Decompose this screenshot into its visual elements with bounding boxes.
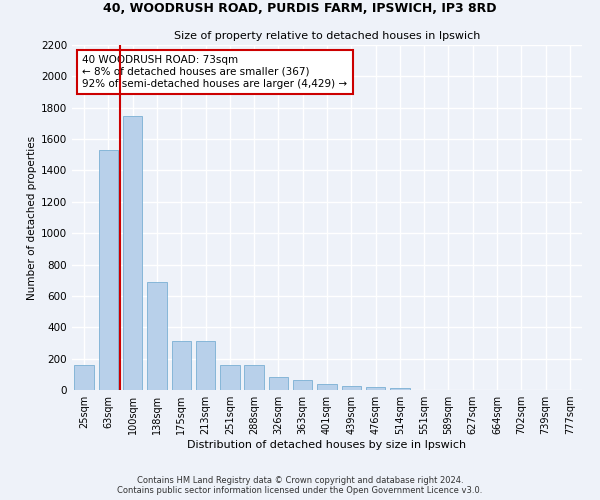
Text: 40 WOODRUSH ROAD: 73sqm
← 8% of detached houses are smaller (367)
92% of semi-de: 40 WOODRUSH ROAD: 73sqm ← 8% of detached…: [82, 56, 347, 88]
Bar: [244, 365, 264, 390]
Bar: [366, 387, 385, 390]
Bar: [123, 116, 142, 390]
Title: Size of property relative to detached houses in Ipswich: Size of property relative to detached ho…: [174, 32, 480, 42]
Bar: [390, 388, 410, 390]
Bar: [196, 340, 215, 390]
Bar: [172, 340, 191, 390]
Bar: [341, 386, 361, 390]
Bar: [74, 365, 94, 390]
X-axis label: Distribution of detached houses by size in Ipswich: Distribution of detached houses by size …: [187, 440, 467, 450]
Bar: [220, 365, 239, 390]
Bar: [317, 384, 337, 390]
Bar: [99, 150, 118, 390]
Bar: [269, 378, 288, 390]
Bar: [147, 282, 167, 390]
Y-axis label: Number of detached properties: Number of detached properties: [27, 136, 37, 300]
Text: Contains HM Land Registry data © Crown copyright and database right 2024.
Contai: Contains HM Land Registry data © Crown c…: [118, 476, 482, 495]
Bar: [293, 380, 313, 390]
Text: 40, WOODRUSH ROAD, PURDIS FARM, IPSWICH, IP3 8RD: 40, WOODRUSH ROAD, PURDIS FARM, IPSWICH,…: [103, 2, 497, 16]
